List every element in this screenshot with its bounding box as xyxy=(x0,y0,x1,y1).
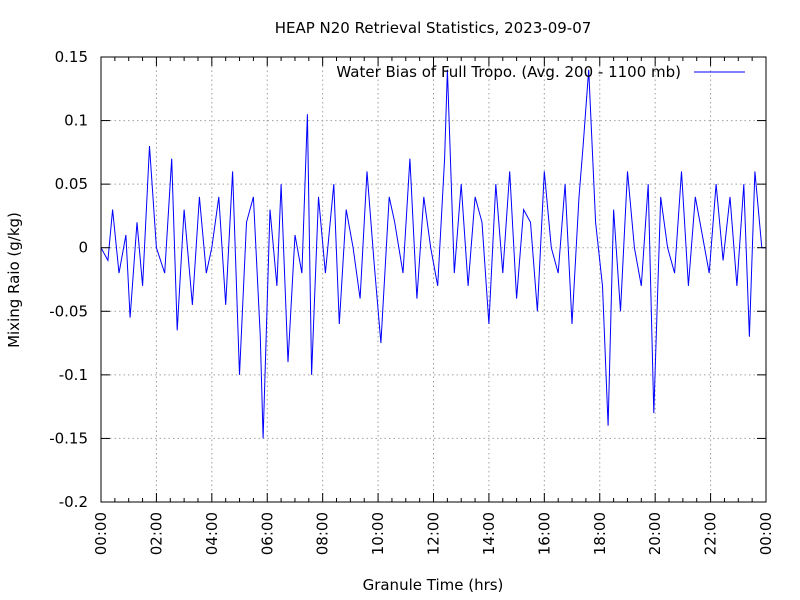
y-tick-label: 0.15 xyxy=(55,48,88,66)
y-tick-label: 0 xyxy=(78,239,88,257)
x-tick-label: 00:00 xyxy=(757,512,775,555)
x-tick-label: 16:00 xyxy=(535,512,553,555)
grid-lines xyxy=(101,57,766,502)
x-tick-label: 12:00 xyxy=(425,512,443,555)
y-tick-label: 0.1 xyxy=(64,112,88,130)
x-tick-label: 00:00 xyxy=(92,512,110,555)
y-axis-label: Mixing Raio (g/kg) xyxy=(5,212,23,348)
x-tick-label: 08:00 xyxy=(314,512,332,555)
series-water-bias xyxy=(100,69,766,439)
x-tick-label: 06:00 xyxy=(258,512,276,555)
x-tick-label: 02:00 xyxy=(147,512,165,555)
y-tick-label: 0.05 xyxy=(55,175,88,193)
legend-entry-water-bias: Water Bias of Full Tropo. (Avg. 200 - 11… xyxy=(336,63,681,81)
chart-title: HEAP N20 Retrieval Statistics, 2023-09-0… xyxy=(275,19,592,37)
y-tick-label: -0.15 xyxy=(49,429,88,447)
y-tick-label: -0.1 xyxy=(59,366,88,384)
x-tick-label: 18:00 xyxy=(591,512,609,555)
x-tick-label: 20:00 xyxy=(646,512,664,555)
x-tick-label: 22:00 xyxy=(702,512,720,555)
legend: Water Bias of Full Tropo. (Avg. 200 - 11… xyxy=(336,63,745,81)
x-tick-label: 10:00 xyxy=(369,512,387,555)
y-tick-labels: 0.15 0.1 0.05 0 -0.05 -0.1 -0.15 -0.2 xyxy=(49,48,88,511)
y-tick-label: -0.2 xyxy=(59,493,88,511)
x-tick-label: 14:00 xyxy=(480,512,498,555)
series-line-0 xyxy=(100,69,766,439)
axis-ticks xyxy=(100,56,767,503)
x-tick-label: 04:00 xyxy=(203,512,221,555)
y-tick-label: -0.05 xyxy=(49,302,88,320)
x-tick-labels: 00:00 02:00 04:00 06:00 08:00 10:00 12:00 14:00… xyxy=(92,512,775,555)
x-axis-label: Granule Time (hrs) xyxy=(363,576,504,594)
